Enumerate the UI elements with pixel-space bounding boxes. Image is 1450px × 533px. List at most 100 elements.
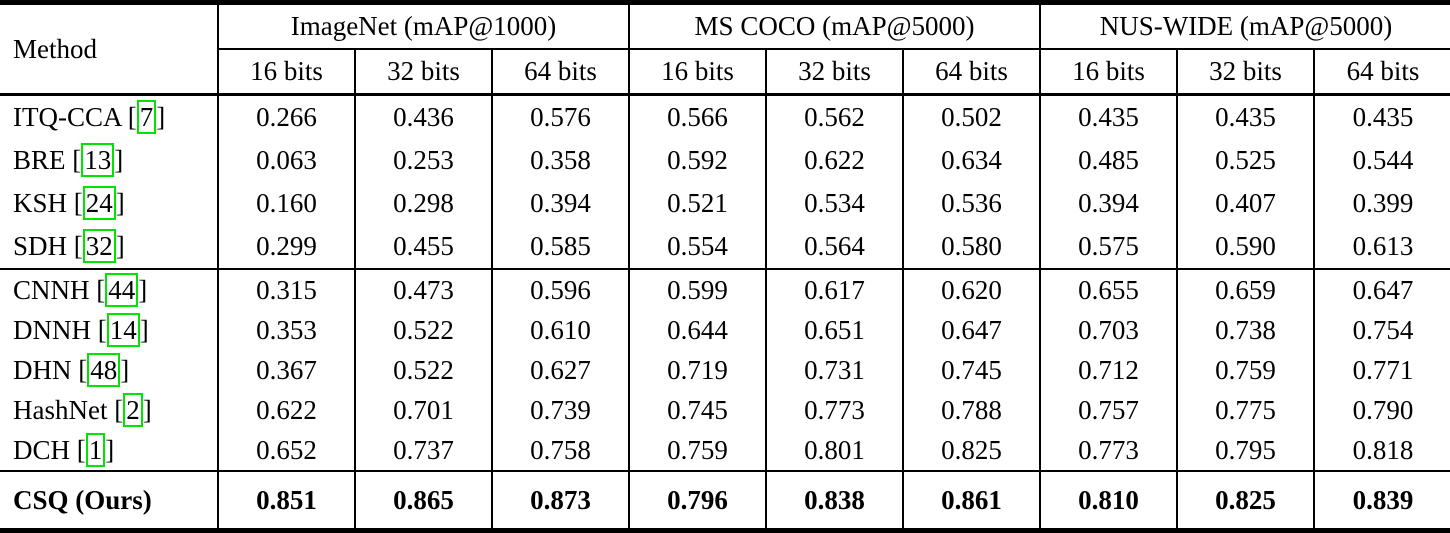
map-value-cell: 0.566 — [628, 94, 766, 139]
map-value-cell: 0.651 — [765, 310, 903, 350]
citation-link[interactable]: 2 — [123, 392, 143, 427]
map-value-cell: 0.739 — [491, 390, 629, 430]
method-label: DHN — [13, 354, 72, 385]
bit-header-mscoco-64: 64 bits — [902, 49, 1040, 95]
citation-bracket-open: [ — [67, 231, 83, 261]
map-value-cell: 0.253 — [354, 139, 492, 182]
map-value-cell: 0.647 — [902, 310, 1040, 350]
map-value-cell: 0.576 — [491, 94, 629, 139]
citation-link[interactable]: 1 — [85, 432, 106, 467]
map-value-cell: 0.825 — [1176, 471, 1314, 531]
map-value-cell: 0.825 — [902, 430, 1040, 471]
citation-bracket-close: ] — [120, 354, 130, 385]
map-value-cell: 0.703 — [1039, 310, 1177, 350]
table-row: DNNH [14] 0.353 0.522 0.610 0.644 0.651 0.647 0… — [0, 310, 1450, 350]
table-row: CNNH [44] 0.315 0.473 0.596 0.599 0.617 0.620 0… — [0, 269, 1450, 310]
method-label: KSH — [13, 188, 68, 218]
map-value-cell: 0.522 — [354, 350, 492, 390]
map-value-cell: 0.358 — [491, 139, 629, 182]
map-value-cell: 0.367 — [217, 350, 355, 390]
citation-bracket-open: [ — [121, 102, 137, 132]
map-value-cell: 0.737 — [354, 430, 492, 471]
header-row-datasets: Method ImageNet (mAP@1000) MS COCO (mAP@… — [0, 2, 1450, 64]
citation-link[interactable]: 48 — [87, 352, 121, 387]
map-value-cell: 0.610 — [491, 310, 629, 350]
method-cell: DHN [48] — [0, 350, 218, 390]
map-value-cell: 0.599 — [628, 269, 766, 310]
citation-bracket-close: ] — [105, 434, 115, 465]
map-value-cell: 0.771 — [1312, 350, 1450, 390]
table-row: KSH [24] 0.160 0.298 0.394 0.521 0.534 0.536 0.… — [0, 182, 1450, 225]
map-value-cell: 0.757 — [1039, 390, 1177, 430]
method-cell: CSQ (Ours) — [0, 471, 218, 531]
map-value-cell: 0.502 — [902, 94, 1040, 139]
map-value-cell: 0.873 — [491, 471, 629, 531]
map-value-cell: 0.613 — [1312, 225, 1450, 269]
citation-link[interactable]: 32 — [82, 229, 116, 263]
method-label: HashNet — [13, 394, 108, 425]
map-value-cell: 0.544 — [1312, 139, 1450, 182]
method-label: SDH — [13, 231, 68, 261]
citation-bracket-open: [ — [89, 274, 106, 305]
map-value-cell: 0.795 — [1176, 430, 1314, 471]
map-value-cell: 0.435 — [1039, 94, 1177, 139]
citation-bracket-close: ] — [115, 188, 125, 218]
map-value-cell: 0.754 — [1312, 310, 1450, 350]
map-value-cell: 0.394 — [1039, 182, 1177, 225]
map-value-cell: 0.622 — [765, 139, 903, 182]
method-cell: DNNH [14] — [0, 310, 218, 350]
map-value-cell: 0.745 — [902, 350, 1040, 390]
method-label: DCH — [13, 434, 71, 465]
map-value-cell: 0.759 — [628, 430, 766, 471]
citation-link[interactable]: 7 — [136, 100, 157, 134]
method-cell: ITQ-CCA [7] — [0, 95, 218, 140]
group-header-imagenet: ImageNet (mAP@1000) — [217, 2, 629, 50]
method-cell: HashNet [2] — [0, 390, 218, 430]
table-row: BRE [13] 0.063 0.253 0.358 0.592 0.622 0.634 0.… — [0, 139, 1450, 182]
citation-link[interactable]: 44 — [105, 272, 139, 307]
map-value-cell: 0.160 — [217, 182, 355, 225]
map-value-cell: 0.435 — [1176, 94, 1314, 139]
method-cell: DCH [1] — [0, 430, 218, 471]
map-value-cell: 0.758 — [491, 430, 629, 471]
table-row: DHN [48] 0.367 0.522 0.627 0.719 0.731 0.745 0.… — [0, 350, 1450, 390]
map-value-cell: 0.399 — [1312, 182, 1450, 225]
map-value-cell: 0.652 — [217, 430, 355, 471]
map-value-cell: 0.315 — [217, 269, 355, 310]
citation-bracket-open: [ — [91, 314, 107, 345]
map-value-cell: 0.585 — [491, 225, 629, 269]
table-row: ITQ-CCA [7] 0.266 0.436 0.576 0.566 0.562 0.50… — [0, 94, 1450, 140]
map-value-cell: 0.394 — [491, 182, 629, 225]
map-value-cell: 0.659 — [1176, 269, 1314, 310]
map-value-cell: 0.562 — [765, 94, 903, 139]
map-value-cell: 0.617 — [765, 269, 903, 310]
method-column-header: Method — [13, 33, 97, 64]
map-value-cell: 0.861 — [902, 471, 1040, 531]
map-value-cell: 0.810 — [1039, 471, 1177, 531]
map-value-cell: 0.851 — [217, 471, 355, 531]
map-value-cell: 0.838 — [765, 471, 903, 531]
map-value-cell: 0.299 — [217, 225, 355, 269]
method-cell: KSH [24] — [0, 182, 218, 225]
map-value-cell: 0.596 — [491, 269, 629, 310]
citation-link[interactable]: 13 — [81, 143, 115, 177]
map-value-cell: 0.436 — [354, 94, 492, 139]
map-value-cell: 0.266 — [217, 94, 355, 139]
map-value-cell: 0.839 — [1312, 471, 1450, 531]
citation-link[interactable]: 24 — [82, 186, 116, 220]
method-cell: CNNH [44] — [0, 269, 218, 310]
map-value-cell: 0.485 — [1039, 139, 1177, 182]
map-value-cell: 0.644 — [628, 310, 766, 350]
map-value-cell: 0.592 — [628, 139, 766, 182]
citation-bracket-close: ] — [114, 145, 124, 175]
map-value-cell: 0.788 — [902, 390, 1040, 430]
map-value-cell: 0.620 — [902, 269, 1040, 310]
citation-link[interactable]: 14 — [106, 312, 140, 347]
group-header-nuswide: NUS-WIDE (mAP@5000) — [1038, 2, 1450, 50]
bit-header-nuswide-16: 16 bits — [1039, 49, 1177, 95]
map-value-cell: 0.435 — [1312, 94, 1450, 139]
citation-bracket-open: [ — [70, 434, 86, 465]
map-value-cell: 0.773 — [765, 390, 903, 430]
map-value-cell: 0.865 — [354, 471, 492, 531]
